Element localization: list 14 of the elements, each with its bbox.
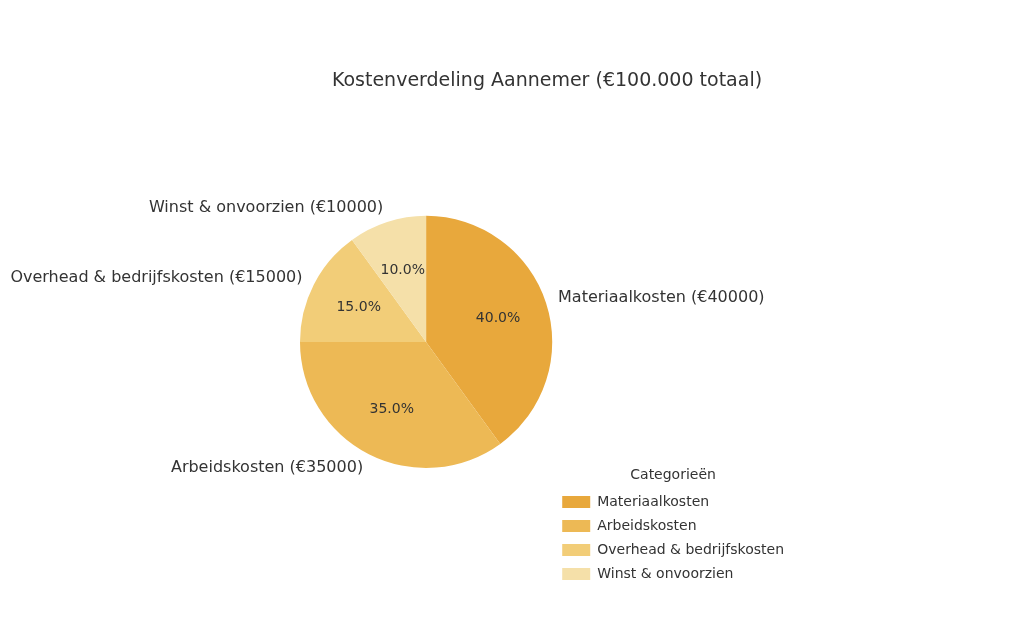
text: Overhead & bedrijfskosten (€15000) <box>10 266 303 286</box>
data-label: 40.0% <box>475 309 521 326</box>
legend-label: Arbeidskosten <box>597 516 697 533</box>
legend-label: Winst & onvoorzien <box>597 564 734 581</box>
chart-title: Kostenverdeling Aannemer (€100.000 totaal) <box>331 68 763 91</box>
legend-label: Materiaalkosten <box>597 492 710 509</box>
data-label: 10.0% <box>380 260 425 277</box>
text: Winst & onvoorzien (€10000) <box>148 196 384 216</box>
text: Materiaalkosten (€40000) <box>558 287 765 307</box>
data-label: 15.0% <box>336 298 381 315</box>
text: Arbeidskosten (€35000) <box>170 456 364 476</box>
legend-label: Overhead & bedrijfskosten <box>597 540 785 557</box>
data-label: 35.0% <box>369 399 414 416</box>
legend-title: Categorieën <box>630 465 716 482</box>
